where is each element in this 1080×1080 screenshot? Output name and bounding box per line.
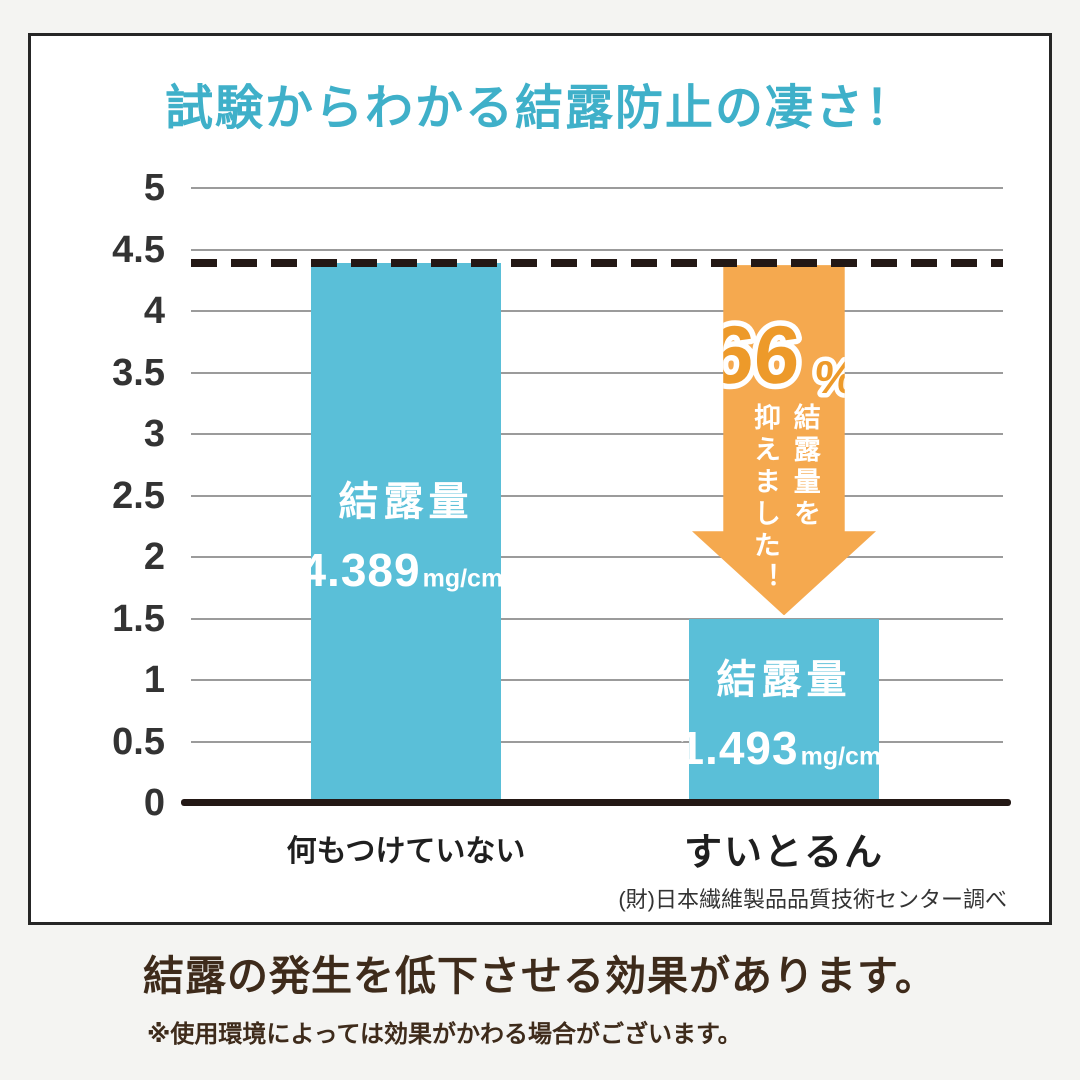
y-tick-label: 3 bbox=[143, 413, 165, 455]
y-gridline bbox=[191, 248, 1003, 251]
arrow-caption: 結露量を 抑えました！ bbox=[749, 403, 820, 596]
bar-value-unit: mg/cm2 bbox=[422, 563, 512, 593]
y-tick-label: 2.5 bbox=[112, 474, 165, 517]
bar-chart: 0 0.5 1 1.5 2 2.5 3 3.5 4 4.5 5 結露量 4.389 mg/cm2 結… bbox=[31, 36, 1049, 922]
bar-value: 4.389 mg/cm2 bbox=[300, 543, 511, 597]
y-gridline bbox=[191, 310, 1003, 312]
source-credit: (財)日本繊維製品品質技術センター調べ bbox=[618, 887, 1007, 912]
y-tick-label: 4.5 bbox=[112, 228, 165, 271]
bar-no-treatment: 結露量 4.389 mg/cm2 bbox=[300, 263, 512, 803]
y-tick-label: 1.5 bbox=[112, 597, 165, 640]
reduction-arrow: 66 % 結露量を 抑えました！ bbox=[692, 265, 876, 616]
chart-panel: 試験からわかる結露防止の凄さ！ 0 0.5 1 1.5 2 2.5 3 3.5 4 4.5 5 結露… bbox=[28, 33, 1052, 925]
y-gridline bbox=[191, 679, 1003, 681]
bar-label: 結露量 bbox=[716, 658, 852, 703]
arrow-caption-col2: 抑えました！ bbox=[750, 403, 780, 596]
y-gridline bbox=[191, 556, 1003, 558]
y-tick-label: 0.5 bbox=[112, 720, 165, 763]
y-tick-label: 5 bbox=[143, 167, 165, 209]
y-tick-label: 4 bbox=[143, 290, 165, 332]
y-tick-label: 3.5 bbox=[112, 351, 165, 394]
x-label-no-treatment: 何もつけていない bbox=[286, 835, 526, 868]
x-axis-line bbox=[181, 799, 1011, 806]
x-label-suitorun: すいとるん bbox=[683, 832, 884, 874]
reference-dashed-line bbox=[191, 259, 1003, 268]
percent-sign: % bbox=[813, 351, 858, 401]
y-gridline bbox=[191, 433, 1003, 435]
y-gridline bbox=[191, 187, 1003, 189]
footer: 結露の発生を低下させる効果があります。 ※使用環境によっては効果がかわる場合がご… bbox=[0, 942, 1080, 1049]
bar-value-unit: mg/cm2 bbox=[800, 741, 890, 771]
y-gridline bbox=[191, 617, 1003, 620]
bar-suitorun: 結露量 1.493 mg/cm2 bbox=[678, 619, 890, 803]
y-tick-label: 1 bbox=[143, 659, 165, 701]
chart-title: 試験からわかる結露防止の凄さ！ bbox=[164, 82, 915, 135]
bar-value: 1.493 mg/cm2 bbox=[678, 721, 889, 775]
y-tick-label: 0 bbox=[143, 782, 165, 824]
y-gridline bbox=[191, 740, 1003, 743]
arrow-caption-col1: 結露量を bbox=[789, 403, 820, 532]
y-tick-label: 2 bbox=[143, 536, 165, 578]
y-gridline bbox=[191, 494, 1003, 497]
percent-badge: 66 % bbox=[700, 307, 862, 401]
bar-value-number: 1.493 bbox=[678, 722, 799, 775]
y-gridline bbox=[191, 371, 1003, 374]
percent-number: 66 bbox=[705, 310, 803, 401]
footer-headline: 結露の発生を低下させる効果があります。 bbox=[143, 953, 937, 999]
footer-note: ※使用環境によっては効果がかわる場合がございます。 bbox=[147, 1021, 742, 1048]
bar-label: 結露量 bbox=[338, 480, 474, 525]
bar-value-number: 4.389 bbox=[300, 544, 421, 597]
